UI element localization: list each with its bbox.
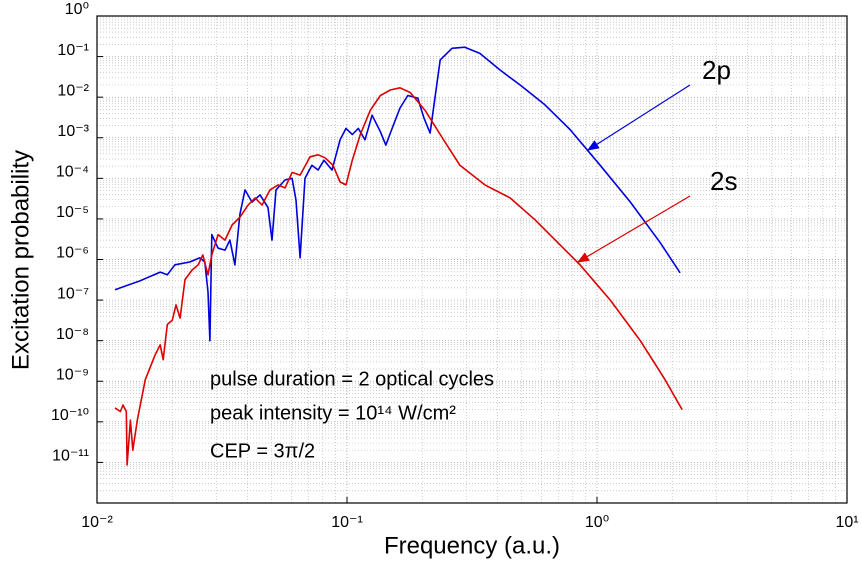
x-tick-label: 10⁻² [81,514,113,531]
x-tick-label: 10⁻¹ [331,514,363,531]
grid [96,15,848,503]
y-tick-label: 10⁻³ [57,123,89,140]
annotation: peak intensity = 10¹⁴ W/cm² [210,402,456,424]
series-line [114,46,681,342]
plot [114,46,683,466]
y-axis-label: Excitation probability [7,150,34,370]
y-tick-label: 10⁻⁵ [56,204,89,221]
x-tick-label: 10⁰ [585,514,609,531]
series-line [114,87,683,466]
y-tick-label: 10⁻¹⁰ [51,407,89,424]
x-tick-label: 10¹ [835,514,858,531]
series-label: 2p [702,55,731,85]
y-tick-label: 10⁰ [65,1,89,18]
y-tick-label: 10⁻⁸ [56,326,89,343]
y-tick-label: 10⁻¹¹ [52,448,89,465]
annotation: pulse duration = 2 optical cycles [210,368,494,390]
y-tick-label: 10⁻¹ [57,42,89,59]
y-tick-label: 10⁻⁷ [57,285,89,302]
y-tick-label: 10⁻² [57,82,89,99]
y-tick-label: 10⁻⁶ [56,245,89,262]
y-tick-label: 10⁻⁴ [56,164,89,181]
annotation: CEP = 3π/2 [210,440,315,462]
series-label: 2s [710,166,737,196]
arrow [576,195,691,263]
arrow [586,84,691,151]
y-tick-label: 10⁻⁹ [56,366,89,383]
x-axis-label: Frequency (a.u.) [384,532,560,559]
